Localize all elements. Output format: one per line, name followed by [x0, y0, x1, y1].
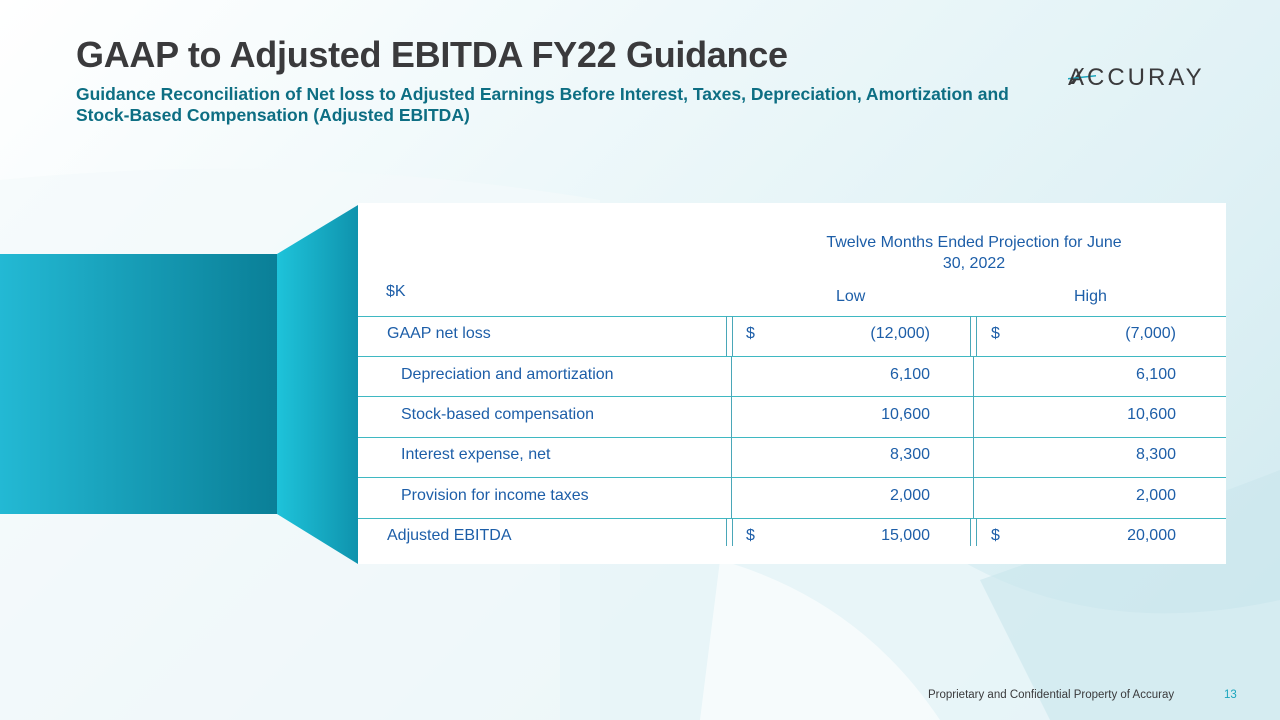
row-label: Adjusted EBITDA [387, 527, 512, 544]
low-value: 15,000 [881, 527, 930, 544]
low-currency-sign: $ [746, 325, 755, 342]
row-label: Interest expense, net [401, 446, 551, 463]
logo-swoosh-icon [1068, 68, 1096, 84]
column-separator [973, 356, 974, 518]
column-separator [970, 518, 977, 546]
unit-label: $K [386, 283, 406, 300]
period-header: Twelve Months Ended Projection for June … [826, 234, 1122, 272]
high-value: 2,000 [1135, 487, 1176, 504]
accuray-logo: ACCURAY [1068, 64, 1228, 91]
table-divider [358, 316, 1226, 317]
low-value: 2,000 [889, 487, 930, 504]
high-currency-sign: $ [991, 325, 1000, 342]
high-value: 20,000 [1127, 527, 1176, 544]
low-value: 8,300 [889, 446, 930, 463]
table-divider [358, 356, 1226, 357]
high-value: (7,000) [1125, 325, 1176, 342]
high-currency-sign: $ [991, 527, 1000, 544]
table-divider [358, 396, 1226, 397]
table-divider [358, 518, 1226, 519]
row-label: Provision for income taxes [401, 487, 589, 504]
high-value: 10,600 [1127, 406, 1176, 423]
logo-text: ACCURAY [1068, 64, 1205, 91]
column-header-high: High [1074, 288, 1107, 305]
column-header-low: Low [836, 288, 866, 305]
page-title: GAAP to Adjusted EBITDA FY22 Guidance [76, 34, 788, 75]
column-separator [731, 356, 732, 518]
page-number: 13 [1224, 689, 1237, 701]
low-value: 6,100 [889, 366, 930, 383]
row-label: Depreciation and amortization [401, 366, 614, 383]
row-label: Stock-based compensation [401, 406, 594, 423]
low-currency-sign: $ [746, 527, 755, 544]
table-divider [358, 437, 1226, 438]
table-divider [358, 477, 1226, 478]
ribbon-decoration [0, 205, 358, 564]
page-subtitle: Guidance Reconciliation of Net loss to A… [76, 84, 1009, 125]
low-value: (12,000) [870, 325, 930, 342]
high-value: 8,300 [1135, 446, 1176, 463]
low-value: 10,600 [881, 406, 930, 423]
column-separator [726, 316, 733, 356]
column-separator [726, 518, 733, 546]
high-value: 6,100 [1135, 366, 1176, 383]
reconciliation-table: Twelve Months Ended Projection for June … [358, 203, 1226, 564]
footer-text: Proprietary and Confidential Property of… [928, 689, 1175, 701]
column-separator [970, 316, 977, 356]
row-label: GAAP net loss [387, 325, 491, 342]
